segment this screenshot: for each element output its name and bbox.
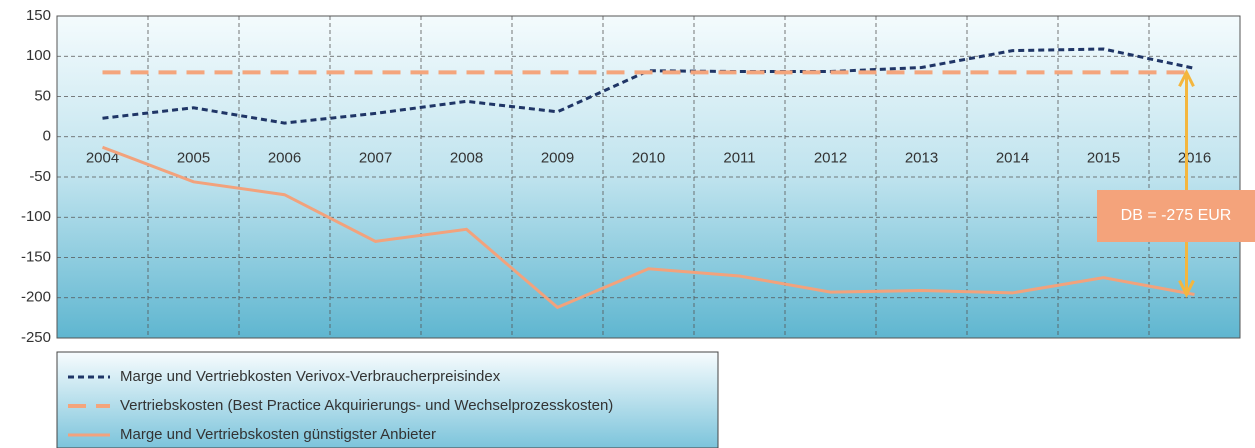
y-tick-label: -50 xyxy=(29,168,51,185)
series-line xyxy=(102,47,1195,125)
x-tick-label: 2016 xyxy=(1178,150,1211,167)
legend-label: Marge und Vertriebkosten Verivox-Verbrau… xyxy=(120,368,501,385)
arrow-head xyxy=(1178,279,1195,298)
y-tick-label: 0 xyxy=(43,128,51,145)
series-line xyxy=(101,145,1195,310)
y-tick-label: -100 xyxy=(21,208,51,225)
y-tick-label: -200 xyxy=(21,289,51,306)
annotation-box xyxy=(1097,190,1255,242)
arrow-head xyxy=(1178,68,1195,88)
x-tick-label: 2015 xyxy=(1087,150,1120,167)
legend-label: Marge und Vertriebskosten günstigster An… xyxy=(120,426,436,443)
x-tick-label: 2008 xyxy=(450,150,483,167)
x-tick-label: 2007 xyxy=(359,150,392,167)
x-tick-label: 2011 xyxy=(723,150,755,167)
x-tick-label: 2005 xyxy=(177,150,210,167)
y-tick-label: 50 xyxy=(34,87,51,104)
y-tick-label: -150 xyxy=(21,248,51,265)
x-tick-label: 2010 xyxy=(632,150,665,167)
y-tick-label: 100 xyxy=(26,47,51,64)
legend-label: Vertriebskosten (Best Practice Akquirier… xyxy=(120,397,613,414)
x-tick-label: 2013 xyxy=(905,150,938,167)
y-tick-label: 150 xyxy=(26,7,51,24)
x-tick-label: 2014 xyxy=(996,150,1029,167)
annotation: DB = -275 EUR xyxy=(1121,207,1232,224)
x-tick-label: 2004 xyxy=(86,150,119,167)
x-tick-label: 2012 xyxy=(814,150,847,167)
y-tick-label: -250 xyxy=(21,329,51,346)
x-tick-label: 2006 xyxy=(268,150,301,167)
legend-box xyxy=(56,351,719,448)
x-tick-label: 2009 xyxy=(541,150,574,167)
